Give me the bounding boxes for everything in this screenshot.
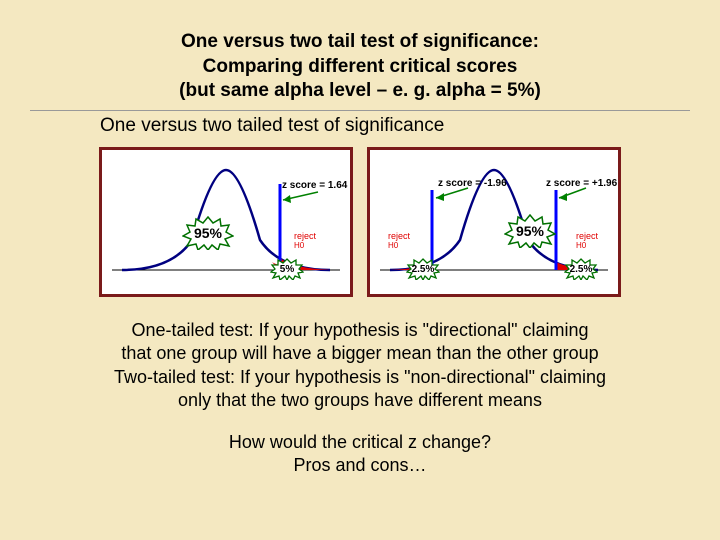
- tail-pct-burst-left: 2.5%: [406, 258, 440, 280]
- z-score-label-right: z score = +1.96: [546, 178, 617, 189]
- reject-label-left: reject H0: [388, 232, 410, 250]
- center-pct-text: 95%: [504, 214, 556, 248]
- title-line3: (but same alpha level – e. g. alpha = 5%…: [0, 79, 720, 104]
- tail-pct-text: 5%: [270, 258, 304, 280]
- one-tailed-panel: z score = 1.64 reject H0 95% 5%: [99, 147, 353, 297]
- explain-line1: One-tailed test: If your hypothesis is "…: [60, 319, 660, 342]
- explain-line3: Two-tailed test: If your hypothesis is "…: [60, 366, 660, 389]
- reject-label-right: reject H0: [576, 232, 598, 250]
- tail-pct-burst-right: 2.5%: [564, 258, 598, 280]
- tail-pct-text-left: 2.5%: [406, 258, 440, 280]
- divider: [30, 110, 690, 111]
- title-block: One versus two tail test of significance…: [0, 0, 720, 104]
- explanation-block: One-tailed test: If your hypothesis is "…: [0, 319, 720, 413]
- center-pct-text: 95%: [182, 216, 234, 250]
- z-score-label-left: z score = -1.96: [438, 178, 507, 189]
- explain-line2: that one group will have a bigger mean t…: [60, 342, 660, 365]
- center-pct-burst: 95%: [504, 214, 556, 248]
- tail-pct-burst: 5%: [270, 258, 304, 280]
- reject-label: reject H0: [294, 232, 316, 250]
- panels-row: z score = 1.64 reject H0 95% 5%: [0, 147, 720, 297]
- explain-line4: only that the two groups have different …: [60, 389, 660, 412]
- question-line2: Pros and cons…: [0, 454, 720, 477]
- tail-pct-text-right: 2.5%: [564, 258, 598, 280]
- center-pct-burst: 95%: [182, 216, 234, 250]
- z-score-label: z score = 1.64: [282, 180, 347, 191]
- title-line1: One versus two tail test of significance…: [0, 30, 720, 55]
- questions-block: How would the critical z change? Pros an…: [0, 431, 720, 478]
- question-line1: How would the critical z change?: [0, 431, 720, 454]
- subhead: One versus two tailed test of significan…: [0, 115, 720, 137]
- two-tailed-panel: z score = -1.96 z score = +1.96 reject H…: [367, 147, 621, 297]
- title-line2: Comparing different critical scores: [0, 55, 720, 80]
